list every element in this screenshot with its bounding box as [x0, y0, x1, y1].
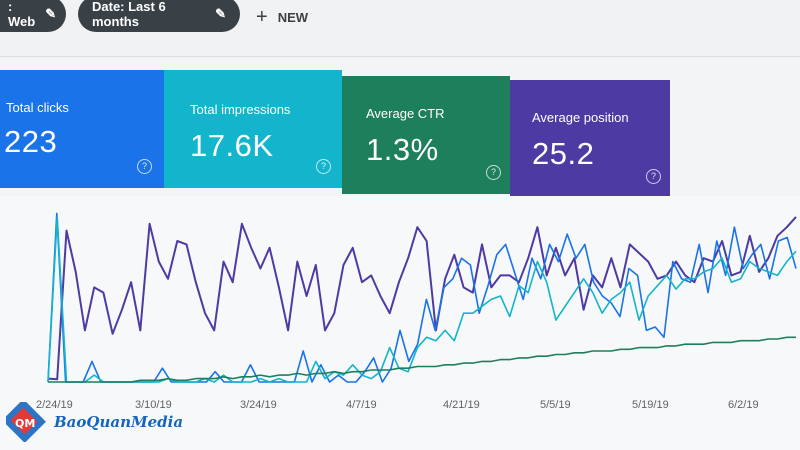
metric-value: 25.2 [532, 136, 595, 171]
performance-chart: 2/24/19 3/10/19 3/24/19 4/7/19 4/21/19 5/5/19… [0, 196, 800, 450]
metric-label: Total clicks [6, 100, 69, 115]
x-axis-ticks: 2/24/19 3/10/19 3/24/19 4/7/19 4/21/19 5/5/19… [36, 399, 759, 411]
x-tick-label: 5/19/19 [632, 399, 669, 411]
average-position-card[interactable]: Average position 25.2 ? [510, 80, 670, 198]
search-type-filter-label: : Web [8, 0, 36, 29]
help-icon[interactable]: ? [316, 159, 331, 174]
series-line-1 [47, 212, 797, 383]
metric-label: Average position [532, 110, 629, 125]
metric-label: Average CTR [366, 106, 445, 121]
total-clicks-card[interactable]: Total clicks 223 ? [0, 70, 164, 188]
help-icon[interactable]: ? [137, 159, 152, 174]
plus-icon: + [256, 6, 268, 28]
brand-watermark: QM BaoQuanMedia [6, 402, 183, 442]
metric-label: Total impressions [190, 102, 291, 117]
series-line-0 [47, 216, 797, 381]
x-tick-label: 5/5/19 [540, 399, 571, 411]
metric-cards: Total clicks 223 ? Total impressions 17.… [0, 70, 800, 198]
brand-logo: QM [6, 402, 46, 442]
series-line-2 [47, 216, 797, 383]
help-icon[interactable]: ? [646, 169, 661, 184]
date-filter-chip[interactable]: Date: Last 6 months ✎ [78, 0, 240, 32]
help-icon[interactable]: ? [486, 165, 501, 180]
metric-value: 17.6K [190, 128, 274, 163]
brand-text: BaoQuanMedia [54, 413, 184, 431]
average-ctr-card[interactable]: Average CTR 1.3% ? [342, 76, 510, 194]
edit-pencil-icon[interactable]: ✎ [215, 6, 226, 21]
metric-value: 1.3% [366, 132, 439, 167]
filter-bar: : Web ✎ Date: Last 6 months ✎ + NEW [0, 0, 800, 57]
metric-value: 223 [4, 124, 58, 159]
x-tick-label: 4/21/19 [443, 399, 480, 411]
x-tick-label: 3/10/19 [135, 399, 172, 411]
date-filter-label: Date: Last 6 months [92, 0, 166, 29]
chart-series-group [47, 212, 797, 383]
x-tick-label: 3/24/19 [240, 399, 277, 411]
series-line-3 [48, 336, 796, 383]
x-tick-label: 4/7/19 [346, 399, 377, 411]
performance-line-chart: 2/24/19 3/10/19 3/24/19 4/7/19 4/21/19 5/5/19… [36, 212, 797, 411]
new-filter-button[interactable]: + NEW [256, 6, 308, 28]
x-tick-label: 2/24/19 [36, 399, 73, 411]
total-impressions-card[interactable]: Total impressions 17.6K ? [164, 70, 342, 188]
edit-pencil-icon[interactable]: ✎ [45, 6, 57, 21]
search-type-filter-chip[interactable]: : Web ✎ [0, 0, 66, 32]
x-tick-label: 6/2/19 [728, 399, 759, 411]
brand-logo-text: QM [15, 417, 35, 430]
new-filter-label: NEW [277, 9, 309, 25]
